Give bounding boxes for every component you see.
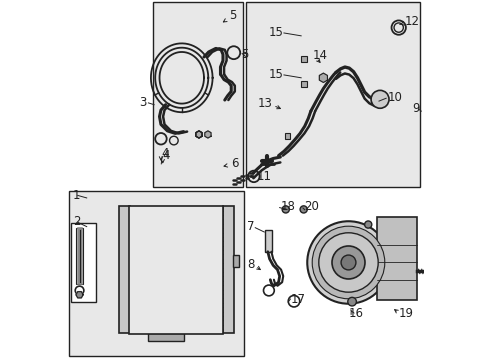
Polygon shape	[76, 292, 83, 298]
Text: 11: 11	[249, 170, 271, 183]
Bar	[76, 228, 83, 284]
Text: 6: 6	[224, 157, 238, 170]
Bar	[285, 133, 290, 139]
Text: 13: 13	[257, 98, 272, 111]
Text: 7: 7	[246, 220, 254, 233]
Text: 4: 4	[163, 149, 170, 162]
Circle shape	[282, 206, 289, 213]
Polygon shape	[319, 73, 327, 82]
Text: 10: 10	[386, 91, 401, 104]
Text: 5: 5	[223, 9, 236, 22]
Bar	[153, 3, 242, 187]
Circle shape	[318, 233, 377, 292]
Bar	[301, 81, 306, 87]
Text: 12: 12	[399, 15, 419, 28]
Bar	[69, 191, 244, 356]
Circle shape	[370, 90, 388, 108]
Text: 3: 3	[139, 96, 147, 109]
Circle shape	[340, 255, 355, 270]
Text: 4: 4	[161, 147, 168, 159]
Bar	[301, 56, 306, 62]
Bar	[147, 333, 183, 341]
Bar	[223, 206, 233, 333]
Polygon shape	[196, 131, 202, 138]
Circle shape	[364, 221, 371, 228]
Polygon shape	[204, 131, 211, 138]
Text: 8: 8	[246, 258, 254, 271]
Bar	[246, 3, 419, 187]
Bar	[119, 206, 129, 333]
Polygon shape	[196, 131, 202, 138]
Text: 14: 14	[312, 49, 327, 62]
Text: 18: 18	[280, 201, 295, 213]
Text: 15: 15	[268, 26, 283, 39]
Text: 2: 2	[73, 215, 81, 228]
Text: 16: 16	[348, 307, 363, 320]
Text: 1: 1	[73, 189, 81, 202]
Circle shape	[306, 221, 389, 304]
Text: 19: 19	[398, 307, 413, 320]
Text: 15: 15	[268, 68, 283, 81]
Bar	[70, 223, 96, 302]
Text: 17: 17	[290, 293, 305, 306]
Circle shape	[347, 297, 356, 306]
Circle shape	[300, 206, 306, 213]
Bar	[377, 217, 416, 300]
Text: 9: 9	[411, 103, 419, 116]
Text: 20: 20	[303, 201, 318, 213]
Polygon shape	[196, 131, 202, 138]
Bar	[232, 255, 239, 267]
Circle shape	[331, 246, 364, 279]
Circle shape	[311, 226, 384, 299]
Text: 5: 5	[241, 48, 248, 61]
Bar	[129, 206, 223, 333]
Bar	[264, 230, 272, 252]
Bar	[129, 206, 223, 334]
